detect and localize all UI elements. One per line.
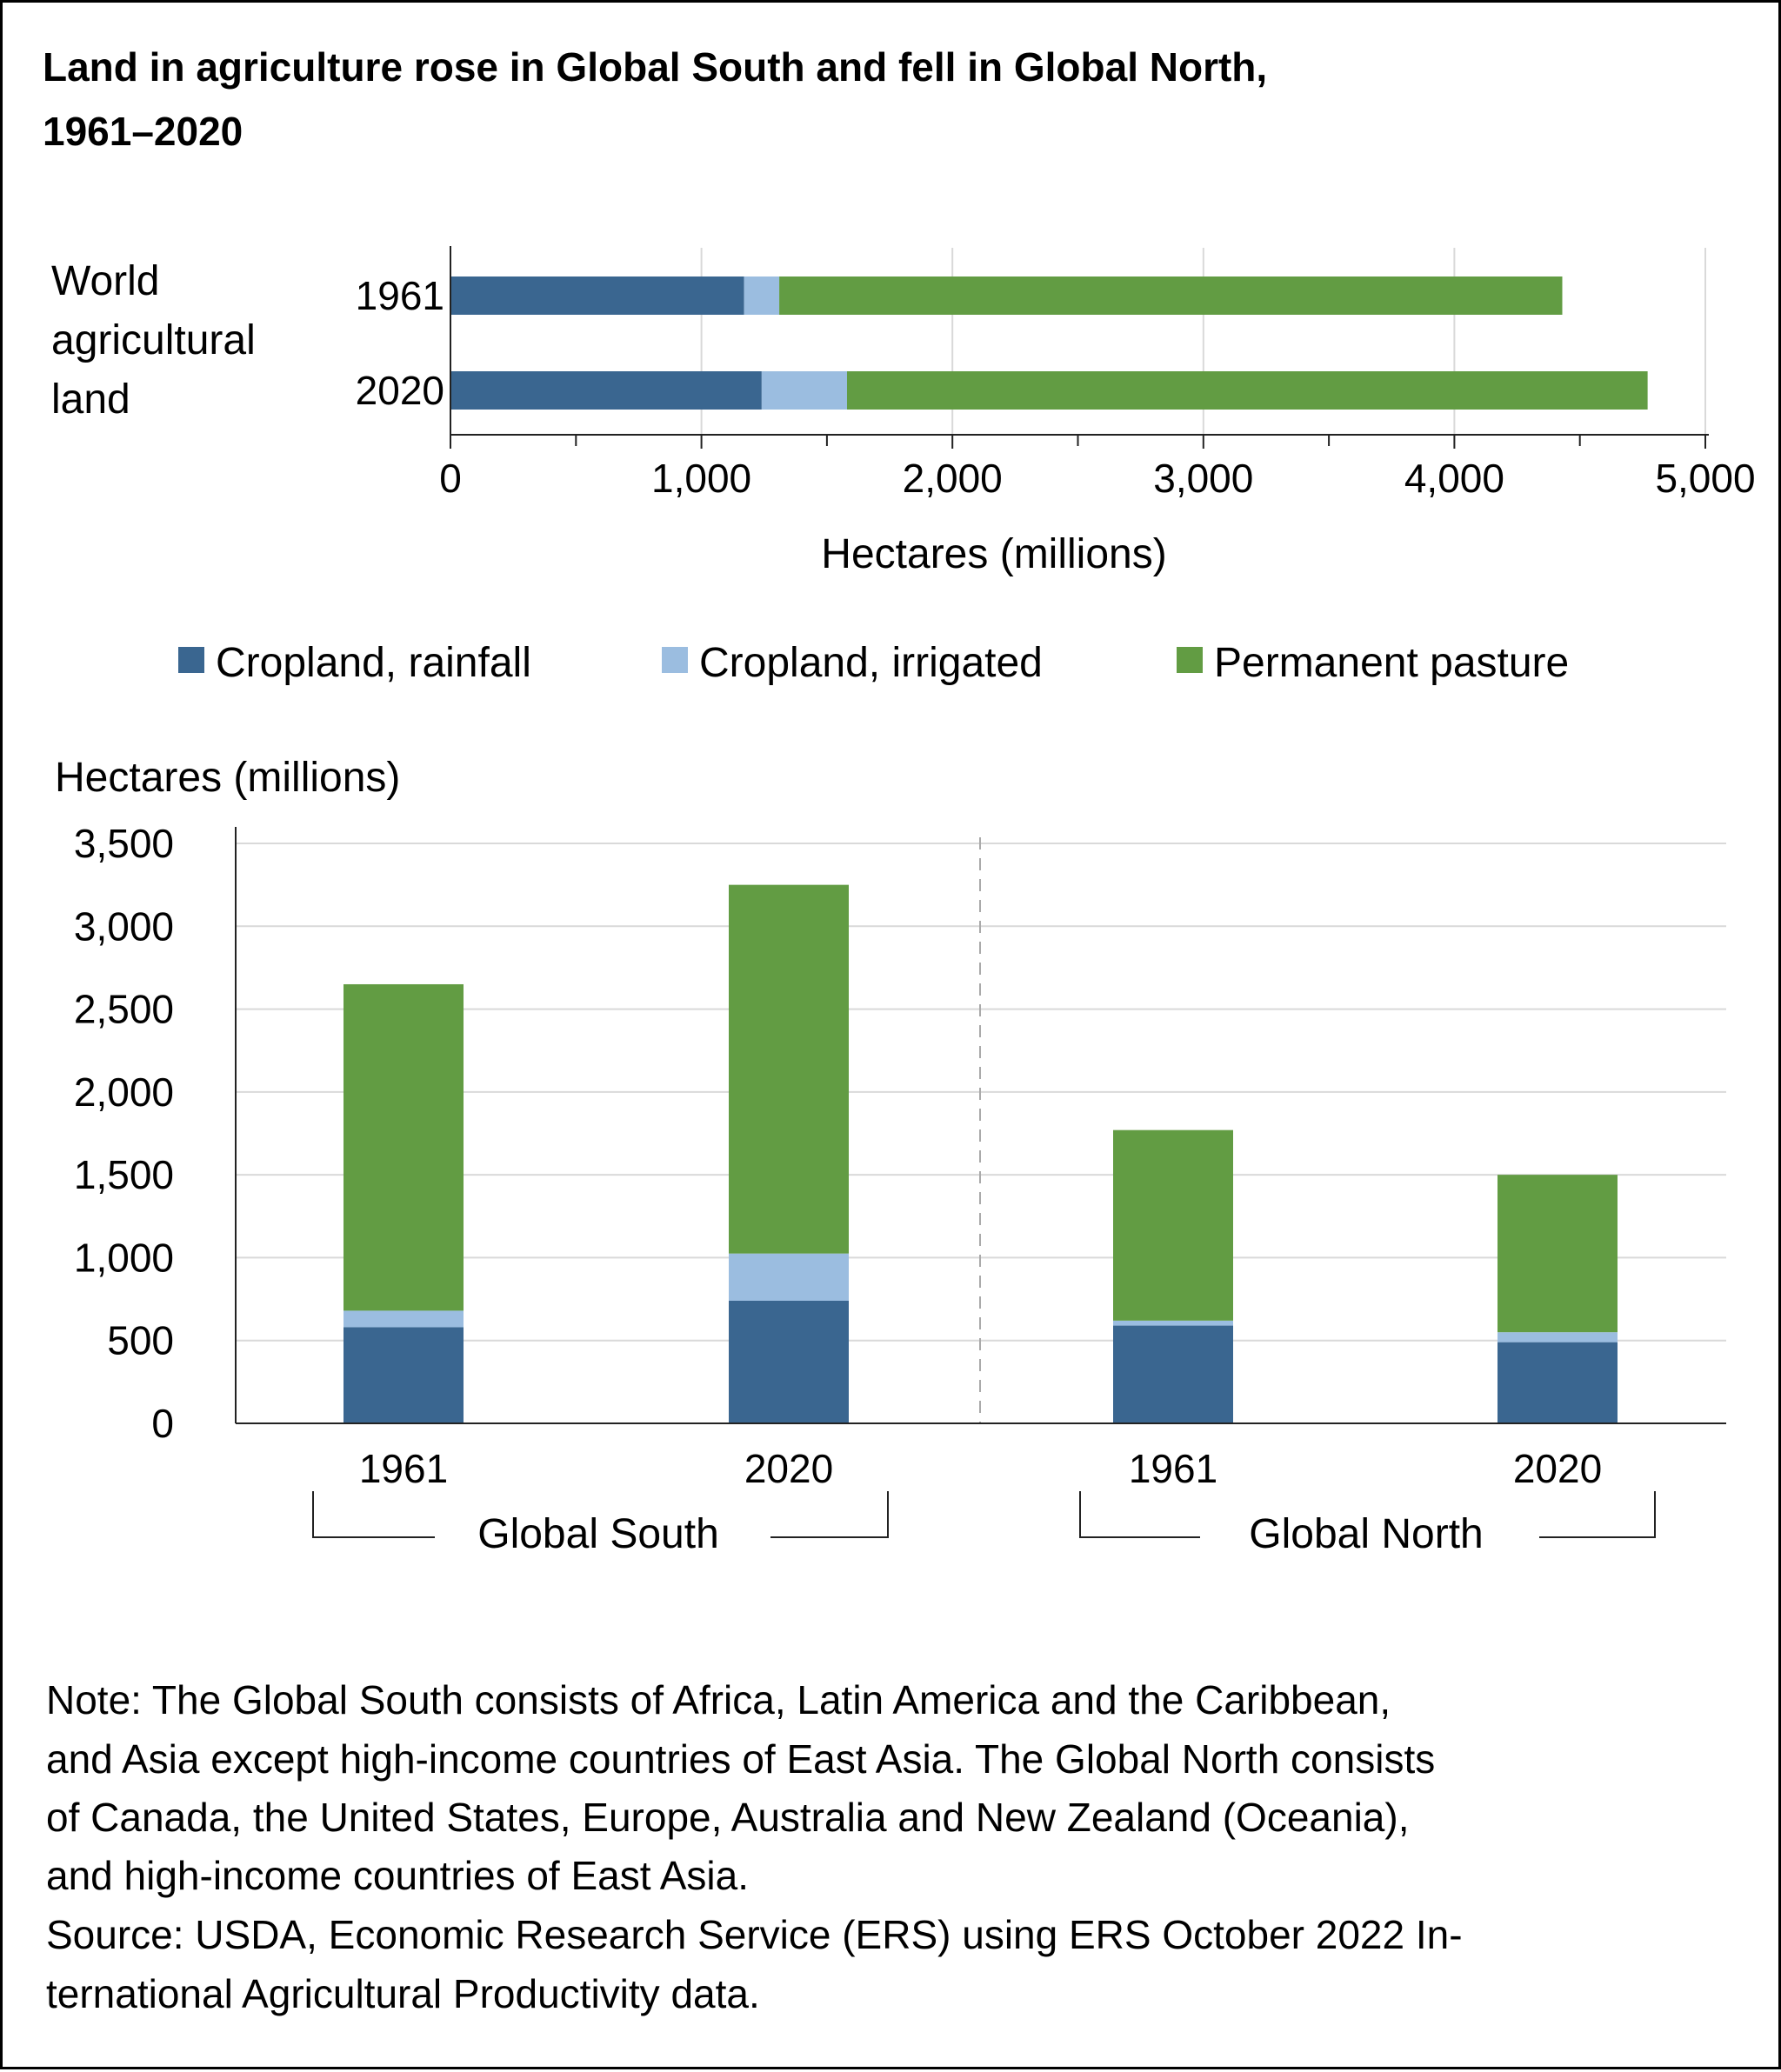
x-tick-label: 3,000 — [1153, 456, 1253, 501]
y-tick-label: 2,500 — [74, 987, 174, 1032]
bar-segment-irrigated — [744, 276, 780, 315]
bar-segment-irrigated — [761, 371, 847, 410]
x-tick-label: 0 — [439, 456, 462, 501]
top-category-labels: 1961 2020 — [356, 273, 444, 413]
group-label: Global South — [477, 1511, 719, 1557]
regional-land-panel: Hectares (millions) 0 500 1,000 1,500 2,000 2… — [55, 755, 1726, 1557]
chart-canvas: Land in agriculture rose in Global South… — [43, 44, 1756, 2016]
y-tick-label: 500 — [107, 1318, 174, 1363]
note-line: and Asia except high-income countries of… — [46, 1736, 1435, 1782]
bottom-category-labels: 1961 2020 1961 2020 — [359, 1446, 1602, 1491]
legend-item-rainfall: Cropland, rainfall — [178, 640, 531, 686]
world-land-panel: World agricultural land 0 1,000 2,000 3,000… — [51, 246, 1756, 577]
top-tick-marks — [450, 435, 1706, 449]
group-bracket-north: Global North — [1079, 1491, 1656, 1557]
legend-item-irrigated: Cropland, irrigated — [662, 640, 1043, 686]
x-tick-label: 1,000 — [651, 456, 751, 501]
x-category-label: 1961 — [1129, 1446, 1217, 1491]
x-tick-label: 5,000 — [1655, 456, 1755, 501]
bracket-line — [1079, 1491, 1200, 1538]
bar-segment-pasture — [779, 276, 1563, 315]
note-line: Source: USDA, Economic Research Service … — [46, 1912, 1463, 1957]
bar-segment-rainfall — [1113, 1325, 1233, 1423]
chart-title: Land in agriculture rose in Global South… — [43, 44, 1267, 154]
group-bracket-south: Global South — [312, 1491, 889, 1557]
top-tick-labels: 0 1,000 2,000 3,000 4,000 5,000 — [439, 456, 1755, 501]
legend-label: Cropland, rainfall — [216, 640, 531, 686]
bottom-bars — [344, 884, 1618, 1423]
title-line: Land in agriculture rose in Global South… — [43, 44, 1267, 90]
y-tick-label: 0 — [151, 1401, 174, 1446]
bottom-tick-labels: 0 500 1,000 1,500 2,000 2,500 3,000 3,500 — [74, 821, 174, 1446]
top-x-axis-title: Hectares (millions) — [821, 531, 1166, 577]
bar-segment-rainfall — [729, 1300, 849, 1423]
legend: Cropland, rainfall Cropland, irrigated P… — [178, 640, 1569, 686]
group-label: Global North — [1249, 1511, 1483, 1557]
legend-label: Permanent pasture — [1214, 640, 1569, 686]
legend-swatch-rainfall — [178, 647, 204, 673]
top-bars — [450, 276, 1648, 410]
legend-label: Cropland, irrigated — [699, 640, 1043, 686]
legend-swatch-pasture — [1177, 647, 1203, 673]
bar-segment-pasture — [1113, 1129, 1233, 1321]
bar-segment-pasture — [344, 983, 464, 1311]
bracket-line — [312, 1491, 435, 1538]
bottom-y-axis-title: Hectares (millions) — [55, 755, 400, 801]
footnote: Note: The Global South consists of Afric… — [46, 1677, 1463, 2016]
bar-segment-pasture — [729, 884, 849, 1254]
panel-label: World agricultural land — [51, 258, 256, 423]
panel-label-line: agricultural — [51, 317, 256, 363]
note-line: Note: The Global South consists of Afric… — [46, 1677, 1391, 1722]
legend-item-pasture: Permanent pasture — [1177, 640, 1569, 686]
y-category-label: 2020 — [356, 368, 444, 413]
bar-segment-irrigated — [344, 1310, 464, 1328]
bracket-line — [770, 1491, 889, 1538]
bar-segment-pasture — [1498, 1175, 1618, 1333]
note-line: and high-income countries of East Asia. — [46, 1853, 749, 1898]
x-tick-label: 4,000 — [1404, 456, 1504, 501]
bar-segment-rainfall — [344, 1327, 464, 1423]
bar-segment-rainfall — [1498, 1342, 1618, 1423]
note-line: ternational Agricultural Productivity da… — [46, 1971, 760, 2016]
bar-segment-irrigated — [729, 1253, 849, 1301]
y-category-label: 1961 — [356, 273, 444, 318]
bracket-line — [1539, 1491, 1656, 1538]
bar-segment-irrigated — [1498, 1332, 1618, 1342]
panel-label-line: land — [51, 376, 130, 423]
title-line: 1961–2020 — [43, 109, 243, 154]
bar-segment-irrigated — [1113, 1320, 1233, 1326]
y-tick-label: 3,000 — [74, 903, 174, 949]
x-category-label: 1961 — [359, 1446, 448, 1491]
x-category-label: 2020 — [744, 1446, 833, 1491]
legend-swatch-irrigated — [662, 647, 688, 673]
note-line: of Canada, the United States, Europe, Au… — [46, 1795, 1409, 1840]
y-tick-label: 1,500 — [74, 1152, 174, 1197]
bar-segment-rainfall — [450, 276, 744, 315]
y-tick-label: 2,000 — [74, 1069, 174, 1115]
panel-label-line: World — [51, 258, 159, 304]
x-tick-label: 2,000 — [903, 456, 1003, 501]
y-tick-label: 3,500 — [74, 821, 174, 866]
bar-segment-rainfall — [450, 371, 762, 410]
y-tick-label: 1,000 — [74, 1235, 174, 1280]
bar-segment-pasture — [846, 371, 1648, 410]
x-category-label: 2020 — [1513, 1446, 1602, 1491]
